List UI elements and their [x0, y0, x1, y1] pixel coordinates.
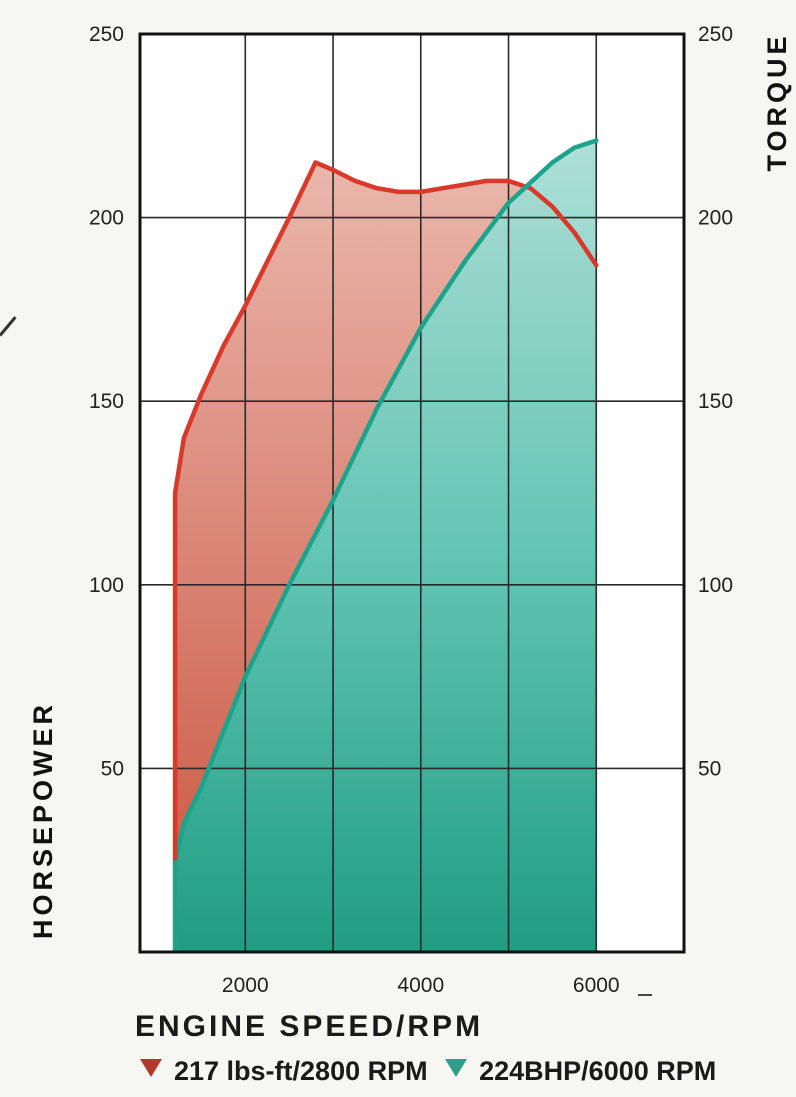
- x-tick-label-2000: 2000: [222, 974, 269, 997]
- y-tick-label-right-250: 250: [698, 23, 733, 46]
- y-tick-label-left-50: 50: [101, 757, 124, 780]
- y-tick-label-left-200: 200: [89, 207, 124, 230]
- torque-line: [172, 160, 599, 496]
- legend-label-horsepower: 224BHP/6000 RPM: [479, 1056, 717, 1086]
- y-tick-label-right-150: 150: [698, 390, 733, 413]
- legend: 217 lbs-ft/2800 RPM 224BHP/6000 RPM: [140, 1056, 796, 1097]
- y-tick-label-right-50: 50: [698, 757, 721, 780]
- y-tick-label-right-100: 100: [698, 574, 733, 597]
- y-axis-title-left: HORSEPOWER: [28, 701, 58, 939]
- y-tick-label-left-250: 250: [89, 23, 124, 46]
- x-tick-label-6000: 6000: [573, 974, 620, 997]
- x-axis-title: ENGINE SPEED/RPM: [135, 1010, 484, 1043]
- y-tick-label-left-150: 150: [89, 390, 124, 413]
- y-axis-title-right: TORQUE: [762, 32, 792, 171]
- torque-triangle-icon: [140, 1059, 162, 1077]
- decorative-dash: [638, 994, 652, 996]
- y-tick-label-right-200: 200: [698, 207, 733, 230]
- legend-item-horsepower: 224BHP/6000 RPM: [445, 1056, 716, 1087]
- plot-frame: [138, 32, 686, 954]
- horsepower-line: [172, 138, 599, 863]
- x-tick-label-4000: 4000: [397, 974, 444, 997]
- engine-performance-chart: 2000 4000 6000 50 50 100 100 150 150 200 200 250 250…: [28, 23, 792, 997]
- horsepower-triangle-icon: [445, 1059, 468, 1077]
- y-tick-label-left-100: 100: [89, 574, 124, 597]
- legend-item-torque: 217 lbs-ft/2800 RPM: [140, 1056, 428, 1087]
- legend-label-torque: 217 lbs-ft/2800 RPM: [174, 1056, 428, 1086]
- horsepower-area: [175, 140, 597, 952]
